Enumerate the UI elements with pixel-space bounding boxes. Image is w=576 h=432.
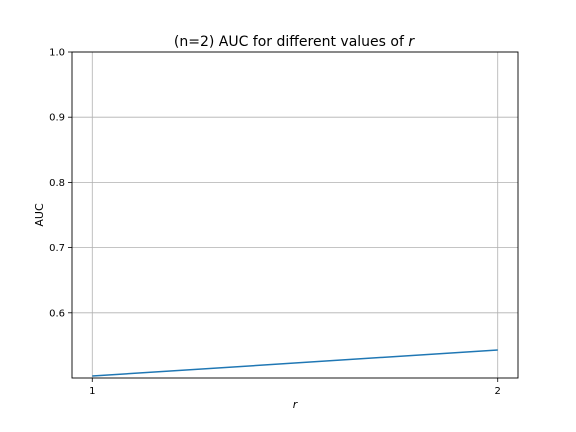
- y-tick-label: 1.0: [49, 48, 65, 59]
- data-series: [92, 349, 498, 377]
- chart-title: (n=2) AUC for different values of r: [174, 34, 415, 50]
- y-tick-label: 0.9: [49, 113, 65, 124]
- grid-lines: [72, 51, 518, 378]
- y-axis-label: AUC: [33, 203, 46, 227]
- chart-title-prefix: (n=2) AUC for different values of: [174, 34, 408, 50]
- y-tick-label: 0.7: [49, 243, 65, 254]
- y-tick-label: 0.6: [49, 308, 65, 319]
- chart-title-var: r: [408, 34, 415, 50]
- plot-area-frame: [71, 51, 519, 379]
- x-tick-label: 1: [89, 386, 95, 397]
- x-tick-label: 2: [495, 386, 501, 397]
- x-axis-label: r: [293, 398, 299, 411]
- series-line: [92, 349, 498, 377]
- y-axis-ticks: 0.6 0.7 0.8 0.9 1.0: [49, 48, 72, 319]
- y-tick-label: 0.8: [49, 178, 65, 189]
